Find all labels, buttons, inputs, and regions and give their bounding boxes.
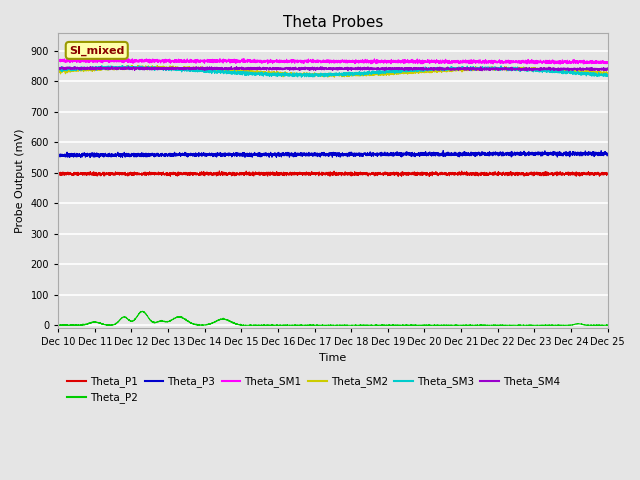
Theta_P3 bbox=[413, 152, 421, 157]
Theta_P3 bbox=[439, 148, 447, 154]
Theta_SM4 bbox=[108, 63, 116, 69]
Title: Theta Probes: Theta Probes bbox=[283, 15, 383, 30]
Theta_P1 bbox=[426, 174, 433, 180]
Theta_SM2 bbox=[374, 70, 382, 76]
Line: Theta_SM4: Theta_SM4 bbox=[58, 66, 608, 71]
Theta_P1 bbox=[559, 172, 566, 178]
Theta_P1 bbox=[216, 168, 223, 174]
Line: Theta_P3: Theta_P3 bbox=[58, 151, 608, 157]
Line: Theta_SM2: Theta_SM2 bbox=[58, 65, 608, 77]
Theta_P2 bbox=[54, 323, 62, 328]
Theta_P3 bbox=[604, 151, 612, 156]
Theta_P2 bbox=[413, 323, 421, 328]
Theta_SM3 bbox=[298, 74, 305, 80]
Theta_SM1 bbox=[557, 61, 564, 67]
Theta_P1 bbox=[238, 171, 246, 177]
Theta_P2 bbox=[139, 309, 147, 314]
Theta_SM1 bbox=[208, 59, 216, 64]
Theta_P3 bbox=[238, 153, 246, 159]
Theta_SM4 bbox=[604, 66, 612, 72]
Theta_P2 bbox=[238, 322, 246, 328]
Theta_P2 bbox=[208, 321, 216, 326]
Theta_P3 bbox=[559, 151, 566, 156]
Theta_SM2 bbox=[604, 72, 612, 77]
Theta_SM3 bbox=[54, 66, 62, 72]
Line: Theta_P1: Theta_P1 bbox=[58, 171, 608, 177]
Theta_SM2 bbox=[54, 67, 62, 73]
Theta_SM2 bbox=[413, 69, 421, 75]
Theta_P1 bbox=[604, 170, 612, 176]
Line: Theta_P2: Theta_P2 bbox=[58, 312, 608, 325]
Theta_SM3 bbox=[604, 72, 612, 78]
Theta_P2 bbox=[374, 323, 382, 328]
Theta_SM3 bbox=[454, 65, 461, 71]
Theta_SM1 bbox=[374, 59, 382, 65]
Theta_SM4 bbox=[54, 64, 62, 70]
Theta_SM4 bbox=[238, 64, 246, 70]
Theta_SM2 bbox=[559, 69, 566, 75]
Theta_SM1 bbox=[413, 57, 421, 63]
Theta_P3 bbox=[208, 152, 216, 157]
Theta_SM3 bbox=[413, 67, 421, 72]
Theta_SM1 bbox=[453, 59, 461, 65]
Theta_SM3 bbox=[238, 70, 246, 76]
Theta_P1 bbox=[413, 170, 421, 176]
Theta_P2 bbox=[453, 323, 461, 328]
Theta_P1 bbox=[208, 171, 216, 177]
Theta_P2 bbox=[559, 323, 566, 328]
Legend: Theta_P1, Theta_P2, Theta_P3, Theta_SM1, Theta_SM2, Theta_SM3, Theta_SM4: Theta_P1, Theta_P2, Theta_P3, Theta_SM1,… bbox=[63, 372, 564, 408]
Theta_SM4 bbox=[564, 68, 572, 74]
Theta_P2 bbox=[466, 323, 474, 328]
Line: Theta_SM3: Theta_SM3 bbox=[58, 65, 608, 77]
Theta_P1 bbox=[454, 171, 461, 177]
Theta_SM3 bbox=[559, 68, 566, 74]
Theta_SM1 bbox=[95, 55, 103, 61]
Theta_SM1 bbox=[54, 58, 62, 63]
X-axis label: Time: Time bbox=[319, 353, 346, 363]
Line: Theta_SM1: Theta_SM1 bbox=[58, 58, 608, 64]
Theta_SM2 bbox=[129, 62, 136, 68]
Theta_SM3 bbox=[208, 69, 216, 74]
Theta_P1 bbox=[54, 169, 62, 175]
Theta_SM2 bbox=[238, 68, 246, 74]
Theta_P3 bbox=[454, 151, 461, 156]
Theta_P3 bbox=[54, 151, 62, 157]
Theta_SM4 bbox=[208, 66, 216, 72]
Theta_SM4 bbox=[374, 67, 382, 72]
Theta_SM2 bbox=[330, 74, 338, 80]
Theta_SM4 bbox=[453, 66, 461, 72]
Theta_SM1 bbox=[238, 58, 246, 64]
Theta_SM4 bbox=[413, 66, 421, 72]
Theta_SM2 bbox=[454, 66, 461, 72]
Theta_SM3 bbox=[374, 70, 382, 75]
Theta_P1 bbox=[374, 171, 382, 177]
Theta_SM1 bbox=[559, 59, 566, 64]
Text: SI_mixed: SI_mixed bbox=[69, 45, 124, 56]
Theta_SM4 bbox=[559, 67, 566, 72]
Theta_SM2 bbox=[208, 67, 216, 73]
Theta_P3 bbox=[374, 151, 382, 157]
Theta_SM3 bbox=[118, 62, 126, 68]
Theta_P2 bbox=[604, 322, 612, 328]
Theta_P3 bbox=[95, 155, 103, 160]
Y-axis label: Probe Output (mV): Probe Output (mV) bbox=[15, 128, 25, 233]
Theta_SM1 bbox=[604, 59, 612, 65]
